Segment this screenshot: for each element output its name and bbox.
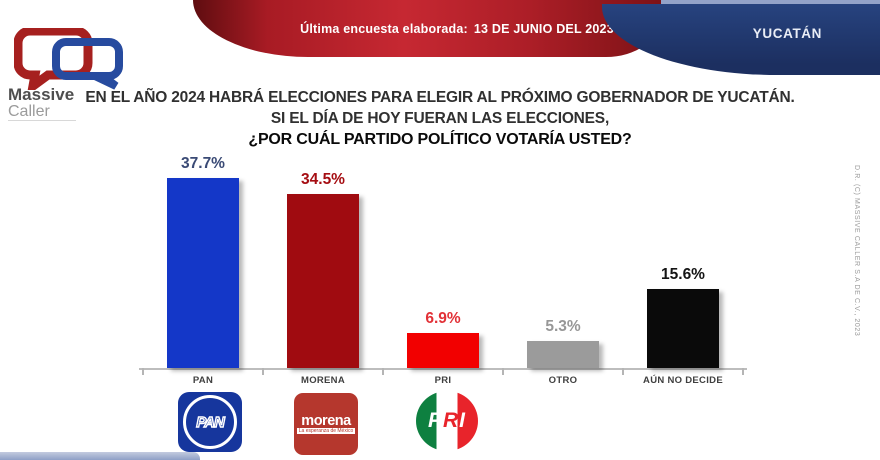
bar-value-label: 5.3%: [545, 318, 581, 335]
bar-pri: [407, 333, 479, 368]
pan-logo-box: PAN: [178, 392, 242, 452]
category-label: PRI: [434, 375, 452, 386]
massive-caller-logo: Massive Caller: [8, 28, 148, 121]
bottom-ribbon-stub: [0, 452, 200, 460]
pri-letter-r: R: [443, 409, 460, 432]
x-axis-line: [139, 368, 747, 370]
speech-bubbles-icon: [14, 28, 123, 90]
pri-letter-i: I: [459, 409, 467, 432]
category-label: PAN: [192, 375, 214, 386]
category-label: MORENA: [300, 375, 346, 386]
axis-tick: [742, 368, 744, 375]
survey-date-ribbon: Última encuesta elaborada: 13 DE JUNIO DE…: [193, 0, 661, 57]
region-banner: YUCATÁN: [602, 4, 880, 75]
brand-subname: Caller: [8, 103, 76, 121]
bar-value-label: 37.7%: [181, 155, 225, 172]
survey-date-label: Última encuesta elaborada:: [300, 21, 468, 36]
category-label: AÚN NO DECIDE: [643, 375, 723, 386]
axis-tick: [622, 368, 624, 375]
morena-logo: morena La esperanza de México: [294, 393, 358, 455]
axis-tick: [502, 368, 504, 375]
bar-value-label: 6.9%: [425, 310, 461, 327]
top-accent-strip: [548, 0, 880, 5]
question-title: EN EL AÑO 2024 HABRÁ ELECCIONES PARA ELE…: [40, 87, 840, 151]
copyright-text: D.R. (C) MASSIVE CALLER S.A DE C.V., 202…: [853, 165, 860, 337]
bar-value-label: 34.5%: [301, 171, 345, 188]
bar-aún-no-decide: [647, 289, 719, 368]
pan-logo-text: PAN: [196, 413, 226, 431]
axis-tick: [262, 368, 264, 375]
question-line-3: ¿POR CUÁL PARTIDO POLÍTICO VOTARÍA USTED…: [248, 131, 632, 148]
pan-logo-ring: PAN: [183, 395, 237, 449]
morena-logo-box: morena La esperanza de México: [294, 393, 358, 455]
morena-logo-text: morena: [301, 413, 351, 429]
morena-logo-slogan: La esperanza de México: [296, 428, 356, 434]
bar-pan: [167, 178, 239, 368]
pri-letter-p: P: [427, 409, 443, 432]
bar-value-label: 15.6%: [661, 266, 705, 283]
bar-chart: 37.7% PAN 34.5% MORENA 6.9% PRI 5.3% OTRO 15.6% A…: [139, 155, 747, 386]
axis-tick: [142, 368, 144, 375]
question-line-1: EN EL AÑO 2024 HABRÁ ELECCIONES PARA ELE…: [85, 89, 795, 106]
pan-logo: PAN: [178, 392, 242, 452]
question-line-2: SI EL DÍA DE HOY FUERAN LAS ELECCIONES,: [270, 110, 610, 127]
bar-morena: [287, 194, 359, 368]
survey-date-text: Última encuesta elaborada: 13 DE JUNIO DE…: [240, 22, 614, 36]
axis-tick: [382, 368, 384, 375]
brand-name: Massive: [8, 85, 75, 104]
bar-otro: [527, 341, 599, 368]
survey-date-value: 13 DE JUNIO DEL 2023: [473, 21, 614, 36]
region-name: YUCATÁN: [752, 26, 822, 41]
category-label: OTRO: [548, 375, 578, 386]
